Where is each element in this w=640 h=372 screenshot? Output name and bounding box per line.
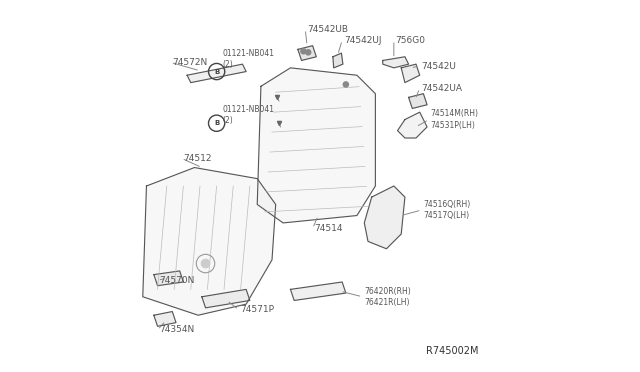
Text: 74542U: 74542U <box>422 61 456 71</box>
Text: 74542UJ: 74542UJ <box>344 36 381 45</box>
Circle shape <box>201 259 210 268</box>
Polygon shape <box>333 53 343 68</box>
Circle shape <box>301 49 306 54</box>
Polygon shape <box>187 64 246 83</box>
Polygon shape <box>397 112 427 138</box>
Polygon shape <box>383 57 408 68</box>
Text: 74571P: 74571P <box>241 305 275 314</box>
Text: 74542UB: 74542UB <box>307 25 348 33</box>
Text: R745002M: R745002M <box>426 346 479 356</box>
Text: 76420R(RH)
76421R(LH): 76420R(RH) 76421R(LH) <box>364 287 411 307</box>
Text: 74572N: 74572N <box>172 58 207 67</box>
Polygon shape <box>202 289 250 308</box>
Polygon shape <box>401 64 420 83</box>
Polygon shape <box>408 94 427 109</box>
Text: 756G0: 756G0 <box>396 36 426 45</box>
Text: B: B <box>214 68 220 74</box>
Text: 74514: 74514 <box>314 224 343 233</box>
Text: 74354N: 74354N <box>159 326 195 334</box>
Text: 74542UA: 74542UA <box>422 84 463 93</box>
Text: 74516Q(RH)
74517Q(LH): 74516Q(RH) 74517Q(LH) <box>424 200 470 220</box>
Polygon shape <box>364 186 405 249</box>
Text: B: B <box>214 120 220 126</box>
Text: 01121-NB041
(2): 01121-NB041 (2) <box>222 105 274 125</box>
Polygon shape <box>298 46 316 61</box>
Text: 74570N: 74570N <box>159 276 195 285</box>
Text: 01121-NB041
(2): 01121-NB041 (2) <box>222 49 274 69</box>
Polygon shape <box>143 167 276 315</box>
Text: 74512: 74512 <box>184 154 212 163</box>
Text: 74514M(RH)
74531P(LH): 74514M(RH) 74531P(LH) <box>431 109 479 129</box>
Polygon shape <box>257 68 376 223</box>
Circle shape <box>343 82 348 87</box>
Polygon shape <box>154 311 176 326</box>
Polygon shape <box>154 271 184 286</box>
Polygon shape <box>291 282 346 301</box>
Circle shape <box>306 50 311 55</box>
